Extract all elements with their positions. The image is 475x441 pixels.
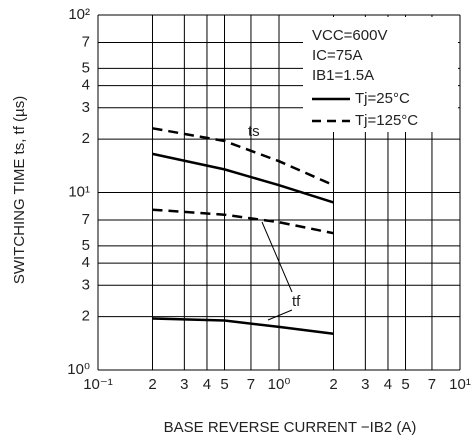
x-tick-label: 2 <box>329 376 337 393</box>
y-tick-label: 4 <box>82 77 90 94</box>
y-tick-label: 5 <box>82 237 90 254</box>
x-tick-label: 7 <box>428 376 436 393</box>
annotation: tf <box>292 293 301 310</box>
x-axis-label: BASE REVERSE CURRENT −IB2 (A) <box>164 419 417 436</box>
x-tick-label: 10⁻¹ <box>83 376 113 393</box>
condition-label: IC=75A <box>312 47 362 64</box>
x-tick-label: 3 <box>180 376 188 393</box>
y-tick-label: 4 <box>82 254 90 271</box>
series-line <box>152 208 334 235</box>
y-tick-label: 3 <box>82 99 90 116</box>
series-line <box>152 152 334 204</box>
x-tick-label: 5 <box>220 376 228 393</box>
y-tick-label: 3 <box>82 276 90 293</box>
y-tick-label: 2 <box>82 130 90 147</box>
series-line <box>152 317 334 336</box>
y-tick-label: 10² <box>68 6 90 23</box>
legend-label: Tj=25°C <box>355 90 410 107</box>
y-tick-label: 7 <box>82 211 90 228</box>
x-tick-label: 3 <box>361 376 369 393</box>
y-tick-label: 2 <box>82 308 90 325</box>
x-tick-label: 2 <box>148 376 156 393</box>
y-tick-label: 5 <box>82 59 90 76</box>
x-tick-label: 10⁰ <box>268 376 291 393</box>
x-tick-label: 4 <box>384 376 392 393</box>
y-tick-label: 10⁰ <box>67 361 90 378</box>
condition-label: VCC=600V <box>312 27 387 44</box>
legend-box <box>303 17 458 132</box>
leader-line <box>261 221 293 293</box>
annotation: ts <box>248 123 260 140</box>
x-tick-label: 10¹ <box>449 376 471 393</box>
y-tick-label: 7 <box>82 33 90 50</box>
x-tick-label: 5 <box>401 376 409 393</box>
x-tick-label: 7 <box>247 376 255 393</box>
x-tick-label: 4 <box>203 376 211 393</box>
series-line <box>152 127 335 187</box>
leader-line <box>267 309 293 321</box>
legend-label: Tj=125°C <box>355 112 418 129</box>
y-axis-label: SWITCHING TIME ts, tf (µs) <box>11 96 28 284</box>
y-tick-label: 10¹ <box>68 183 90 200</box>
condition-label: IB1=1.5A <box>312 67 374 84</box>
